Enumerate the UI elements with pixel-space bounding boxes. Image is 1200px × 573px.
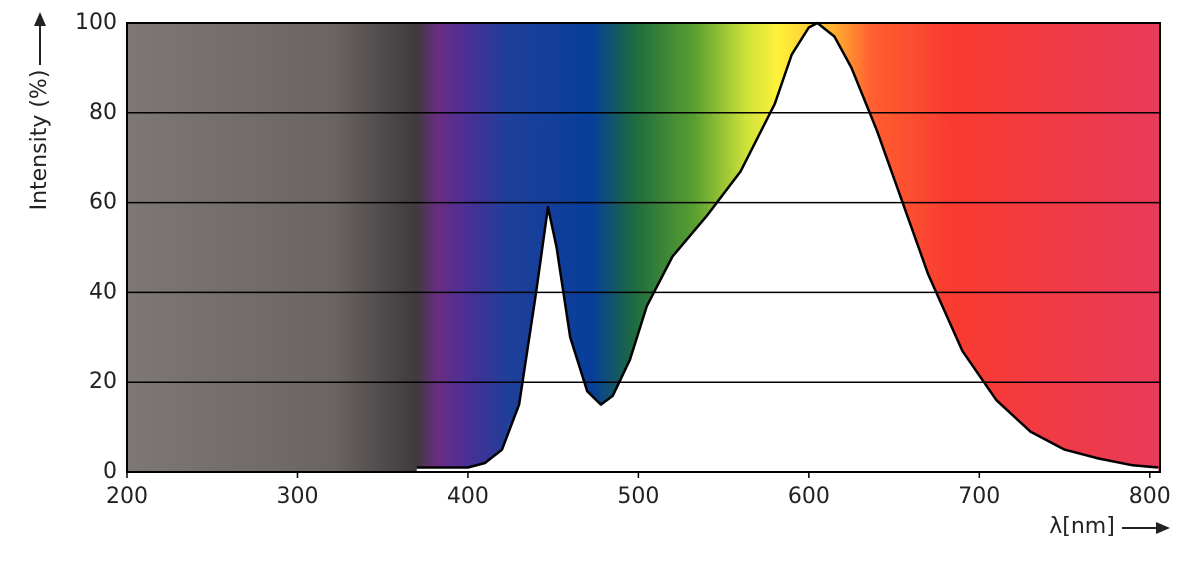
y-axis-label: Intensity (%) bbox=[27, 70, 52, 211]
x-tick-label: 200 bbox=[106, 484, 148, 509]
y-tick-label: 100 bbox=[75, 10, 117, 35]
spectrum-line bbox=[416, 21, 1159, 469]
x-axis-label: λ[nm] bbox=[1049, 514, 1115, 539]
y-tick-label: 60 bbox=[89, 190, 117, 215]
area-fill bbox=[416, 23, 1159, 472]
y-tick-label: 0 bbox=[103, 459, 117, 484]
x-tick-label: 700 bbox=[958, 484, 1000, 509]
x-tick-label: 500 bbox=[617, 484, 659, 509]
y-arrow-head bbox=[34, 12, 46, 26]
x-arrow-head bbox=[1156, 522, 1170, 534]
y-tick-label: 20 bbox=[89, 369, 117, 394]
x-tick-label: 400 bbox=[447, 484, 489, 509]
x-tick-label: 300 bbox=[276, 484, 318, 509]
plot-border bbox=[126, 22, 1161, 473]
y-tick-label: 80 bbox=[89, 100, 117, 125]
x-tick-label: 800 bbox=[1129, 484, 1171, 509]
x-tick-label: 600 bbox=[788, 484, 830, 509]
y-tick-label: 40 bbox=[89, 279, 117, 304]
